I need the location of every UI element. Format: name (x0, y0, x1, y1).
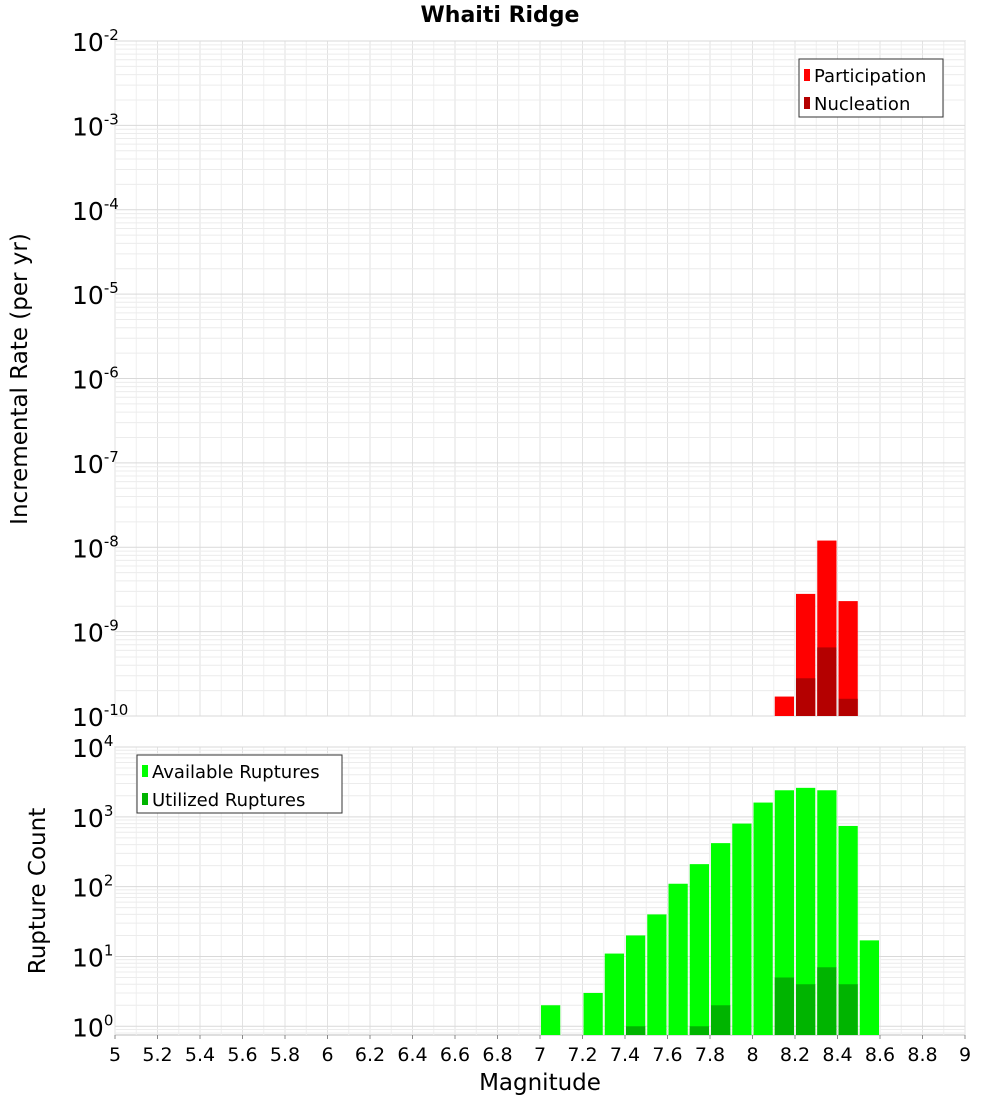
y-tick-label: 10-9 (72, 617, 119, 648)
bar-available-ruptures (796, 787, 816, 1035)
bar-utilized-ruptures (838, 984, 858, 1035)
x-tick-label: 5.2 (142, 1044, 172, 1066)
bar-available-ruptures (604, 953, 624, 1035)
x-tick-label: 6.4 (397, 1044, 427, 1066)
y-tick-label: 10-5 (72, 279, 119, 310)
rupture-y-ticks: 104 103 102 101 100 (72, 732, 113, 1042)
x-tick-label: 6 (321, 1044, 333, 1066)
bar-utilized-ruptures (626, 1026, 646, 1035)
bar-available-ruptures (689, 864, 709, 1035)
bar-available-ruptures (753, 802, 773, 1035)
chart-title: Whaiti Ridge (421, 3, 580, 28)
x-tick-label: 5.8 (270, 1044, 300, 1066)
x-tick-label: 5 (109, 1044, 121, 1066)
rate-bars (774, 540, 858, 716)
y-tick-label: 100 (72, 1011, 113, 1042)
rate-panel: 10-2 10-3 10-4 10-5 10-6 10-7 10-8 10-9 10-10 In… (7, 26, 966, 732)
bar-available-ruptures (626, 935, 646, 1035)
x-tick-label: 6.2 (355, 1044, 385, 1066)
legend-label: Utilized Ruptures (152, 790, 305, 811)
bar-available-ruptures (711, 843, 731, 1035)
bar-participation (774, 696, 794, 716)
y-tick-label: 102 (72, 872, 113, 903)
y-tick-label: 10-3 (72, 110, 119, 141)
y-tick-label: 103 (72, 802, 113, 833)
x-tick-label: 7.6 (652, 1044, 682, 1066)
legend-label: Available Ruptures (152, 762, 320, 783)
x-tick-label: 7.8 (695, 1044, 725, 1066)
magnitude-x-ticks: 5 5.2 5.4 5.6 5.8 6 6.2 6.4 6.6 6.8 7 7.2 7.4 7.6 7.8 8… (109, 1035, 971, 1066)
y-tick-label: 10-8 (72, 532, 119, 563)
x-tick-label: 9 (959, 1044, 971, 1066)
x-tick-label: 8.8 (907, 1044, 937, 1066)
x-tick-label: 6.8 (482, 1044, 512, 1066)
bar-available-ruptures (732, 823, 752, 1035)
bar-available-ruptures (541, 1005, 561, 1035)
x-tick-label: 5.6 (227, 1044, 257, 1066)
bar-nucleation (838, 698, 858, 716)
legend-label: Participation (814, 66, 926, 87)
y-tick-label: 101 (72, 941, 113, 972)
bar-utilized-ruptures (711, 1005, 731, 1035)
rate-legend: Participation Nucleation (798, 58, 944, 118)
legend-swatch (142, 793, 148, 805)
rupture-legend: Available Ruptures Utilized Ruptures (136, 754, 343, 814)
x-tick-label: 7 (534, 1044, 546, 1066)
legend-label: Nucleation (814, 94, 910, 115)
rupture-count-panel: 104 103 102 101 100 5 5.2 5.4 5.6 5.8 6 6.2 6.4 6.6 6… (25, 732, 971, 1096)
y-tick-label: 10-2 (72, 26, 119, 57)
bar-available-ruptures (668, 883, 688, 1035)
x-tick-label: 6.6 (440, 1044, 470, 1066)
x-tick-label: 8.6 (865, 1044, 895, 1066)
x-axis-label: Magnitude (479, 1070, 601, 1096)
legend-swatch (142, 765, 148, 777)
bar-nucleation (817, 647, 837, 716)
bar-utilized-ruptures (689, 1026, 709, 1035)
bar-available-ruptures (774, 790, 794, 1035)
legend-box (798, 58, 944, 118)
y-tick-label: 10-7 (72, 448, 119, 479)
rate-y-ticks: 10-2 10-3 10-4 10-5 10-6 10-7 10-8 10-9 10-10 (72, 26, 128, 732)
x-tick-label: 8.4 (822, 1044, 852, 1066)
bar-nucleation (796, 678, 816, 716)
rate-y-axis-label: Incremental Rate (per yr) (7, 233, 33, 525)
rupture-y-axis-label: Rupture Count (25, 808, 51, 974)
x-tick-label: 8.2 (780, 1044, 810, 1066)
rupture-bars (541, 787, 879, 1035)
rate-gridlines (114, 40, 966, 717)
legend-swatch (804, 97, 810, 109)
bar-participation (838, 601, 858, 716)
x-tick-label: 7.4 (610, 1044, 640, 1066)
bar-utilized-ruptures (817, 967, 837, 1035)
bar-utilized-ruptures (796, 984, 816, 1035)
bar-utilized-ruptures (774, 977, 794, 1035)
bar-available-ruptures (838, 825, 858, 1035)
y-tick-label: 10-6 (72, 364, 119, 395)
y-tick-label: 104 (72, 732, 113, 763)
y-tick-label: 10-4 (72, 195, 119, 226)
y-tick-label: 10-10 (72, 701, 128, 732)
x-tick-label: 7.2 (567, 1044, 597, 1066)
bar-available-ruptures (583, 992, 603, 1035)
x-tick-label: 5.4 (185, 1044, 215, 1066)
bar-available-ruptures (859, 940, 879, 1035)
legend-box (136, 754, 343, 814)
legend-swatch (804, 69, 810, 81)
bar-available-ruptures (647, 914, 667, 1035)
x-tick-label: 8 (746, 1044, 758, 1066)
